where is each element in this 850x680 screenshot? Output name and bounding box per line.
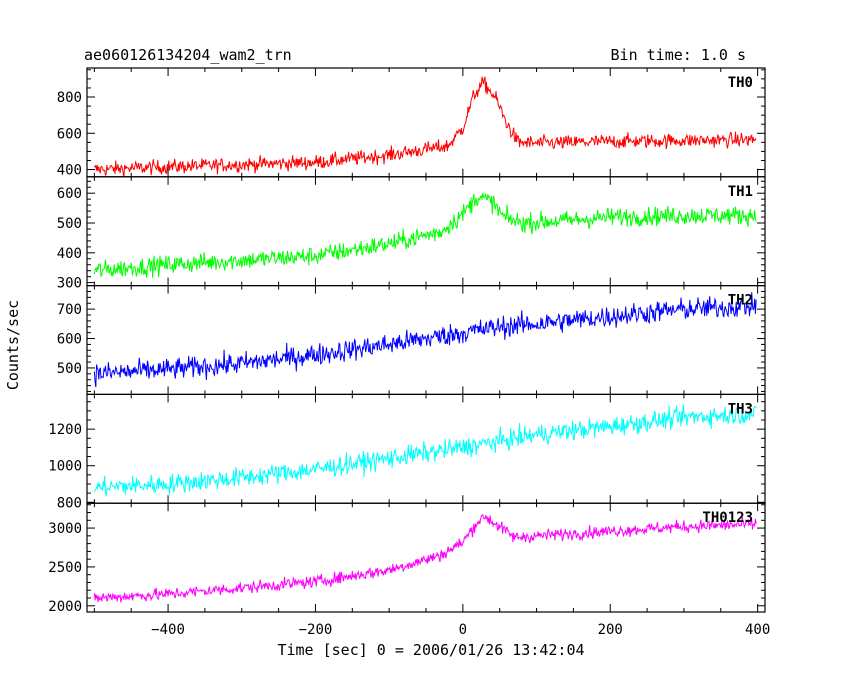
- panel-frame: [86, 502, 766, 613]
- y-tick-label: 1000: [48, 459, 82, 475]
- y-tick-label: 800: [57, 495, 82, 511]
- x-tick-label: 400: [745, 622, 770, 638]
- panel-th1: 300 400 500 600 TH1: [57, 176, 766, 292]
- panel-label-th0123: TH0123: [702, 510, 753, 526]
- x-tick-label: 0: [459, 622, 467, 638]
- y-axis-title: Counts/sec: [4, 300, 22, 390]
- y-tick-label: 300: [57, 276, 82, 292]
- panels-group: 400 600 800 TH0 300 400 500 600 TH1 500 600 700 TH2 8…: [48, 67, 770, 638]
- panel-frame: [86, 67, 766, 178]
- y-tick-label: 400: [57, 246, 82, 262]
- object-name-title: ae060126134204_wam2_trn: [84, 46, 292, 64]
- y-tick-label: 500: [57, 216, 82, 232]
- y-tick-label: 700: [57, 302, 82, 318]
- y-tick-label: 2000: [48, 599, 82, 615]
- panel-label-th0: TH0: [728, 75, 753, 91]
- x-axis-title: Time [sec] 0 = 2006/01/26 13:42:04: [277, 641, 584, 659]
- y-tick-label: 600: [57, 126, 82, 142]
- y-tick-label: 600: [57, 332, 82, 348]
- y-tick-label: 600: [57, 186, 82, 202]
- series-line-th0123: [93, 514, 757, 603]
- panel-label-th2: TH2: [728, 293, 753, 309]
- panel-th2: 500 600 700 TH2: [57, 285, 766, 396]
- y-tick-label: 2500: [48, 560, 82, 576]
- panel-frame: [86, 393, 766, 504]
- y-tick-label: 1200: [48, 422, 82, 438]
- series-line-th3: [93, 404, 757, 497]
- panel-label-th3: TH3: [728, 401, 753, 417]
- y-tick-label: 400: [57, 163, 82, 179]
- series-line-th1: [93, 192, 757, 278]
- panel-label-th1: TH1: [728, 184, 753, 200]
- x-tick-label: 200: [598, 622, 623, 638]
- panel-th0123: 2000 2500 3000 TH0123: [48, 502, 766, 615]
- y-tick-label: 800: [57, 90, 82, 106]
- x-tick-label: −400: [151, 622, 185, 638]
- bin-time-label: Bin time: 1.0 s: [611, 46, 746, 64]
- series-line-th0: [93, 76, 757, 177]
- panel-frame: [86, 176, 766, 287]
- panel-th3: 800 1000 1200 TH3: [48, 393, 766, 511]
- panel-th0: 400 600 800 TH0: [57, 67, 766, 179]
- y-tick-label: 3000: [48, 521, 82, 537]
- y-tick-label: 500: [57, 361, 82, 377]
- series-line-th2: [93, 292, 757, 388]
- x-tick-label: −200: [299, 622, 333, 638]
